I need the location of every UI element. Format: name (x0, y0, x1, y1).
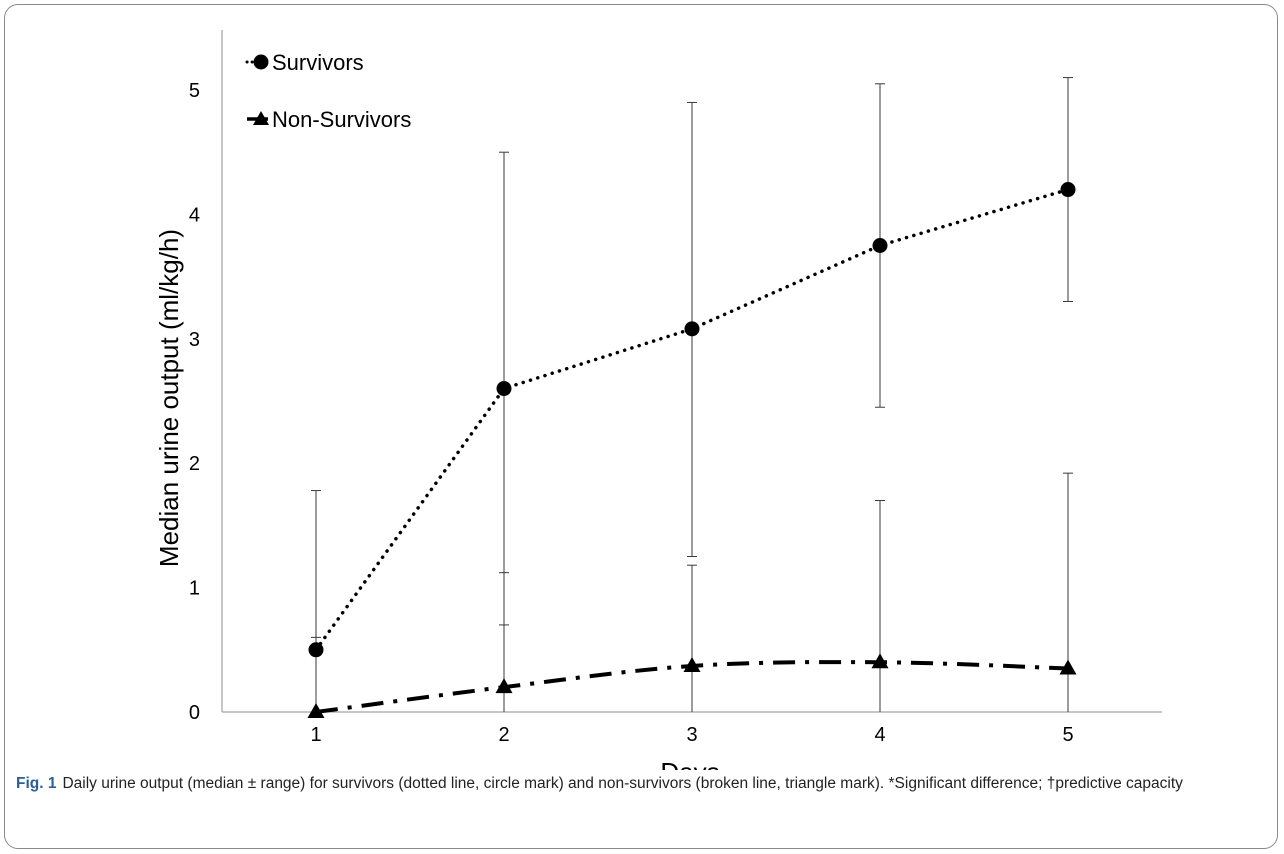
figure-caption: Fig. 1 Daily urine output (median ± range… (16, 773, 1256, 795)
legend: Survivors Non-Survivors (245, 50, 411, 132)
legend-label: Non-Survivors (272, 107, 411, 132)
data-point-survivors (684, 321, 700, 337)
data-point-survivors (1060, 182, 1076, 198)
data-point-non-survivors (307, 703, 325, 718)
legend-circle-icon (253, 54, 269, 70)
axes: 0 1 2 3 4 5 1 2 3 4 5 (189, 30, 1162, 746)
data-point-survivors (496, 381, 512, 397)
data-point-non-survivors (495, 678, 513, 694)
x-tick-label: 1 (310, 724, 321, 746)
y-tick-label: 2 (189, 453, 200, 475)
data-point-survivors (308, 642, 324, 658)
x-tick-label: 3 (686, 724, 697, 746)
y-tick-label: 3 (189, 329, 200, 351)
series-line-survivors (314, 187, 1070, 652)
caption-text: Daily urine output (median ± range) for … (62, 775, 1183, 792)
data-point-non-survivors (683, 656, 701, 672)
legend-triangle-icon (253, 111, 269, 125)
caption-label: Fig. 1 (16, 775, 57, 792)
series-markers (307, 182, 1077, 718)
data-point-non-survivors (871, 653, 889, 669)
x-axis-title: Days (660, 757, 719, 770)
data-point-non-survivors (1059, 659, 1077, 675)
y-tick-label: 0 (189, 702, 200, 724)
x-tick-label: 2 (498, 724, 509, 746)
data-point-survivors (872, 238, 888, 253)
x-tick-label: 5 (1062, 724, 1073, 746)
y-axis-title: Median urine output (ml/kg/h) (154, 229, 184, 567)
figure-frame (4, 4, 1278, 849)
y-tick-label: 4 (189, 204, 200, 226)
y-tick-label: 1 (189, 578, 200, 600)
y-tick-label: 5 (189, 80, 200, 102)
legend-label: Survivors (272, 50, 364, 75)
x-tick-label: 4 (874, 724, 885, 746)
error-bars (311, 77, 1073, 712)
